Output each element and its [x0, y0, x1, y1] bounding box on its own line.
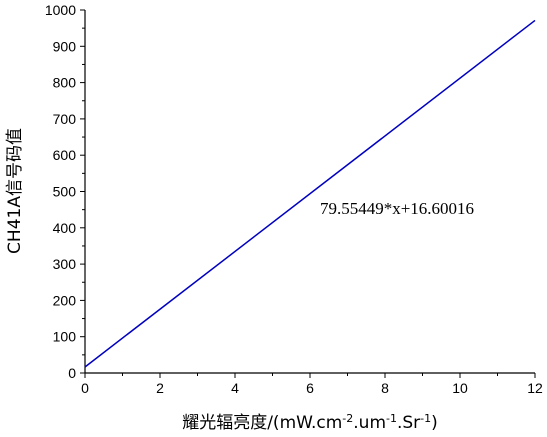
x-axis-title-part: .Sr [397, 413, 420, 433]
x-tick-label: 0 [81, 380, 89, 396]
y-tick-label: 0 [68, 365, 76, 381]
y-tick-label: 300 [53, 256, 77, 272]
data-line [84, 19, 536, 368]
x-axis-title-part: .um [353, 413, 386, 433]
x-axis-title-part: 耀光辐亮度/(mW.cm [182, 413, 342, 433]
y-tick-label: 700 [53, 111, 77, 127]
x-tick-label: 4 [231, 380, 239, 396]
x-axis-title-part: -2 [342, 412, 353, 425]
y-tick-label: 900 [53, 38, 77, 54]
y-tick-label: 200 [53, 292, 77, 308]
x-axis-title-part: -1 [420, 412, 431, 425]
x-tick-label: 12 [527, 380, 543, 396]
y-tick-label: 1000 [45, 2, 76, 18]
y-tick-label: 600 [53, 147, 77, 163]
y-tick-label: 400 [53, 220, 77, 236]
x-tick-label: 8 [381, 380, 389, 396]
y-axis-title: CH41A信号码值 [5, 128, 25, 254]
x-tick-label: 10 [452, 380, 468, 396]
y-tick-label: 800 [53, 75, 77, 91]
y-tick-label: 100 [53, 329, 77, 345]
y-tick-label: 500 [53, 184, 77, 200]
annotation: 79.55449*x+16.60016 [320, 199, 474, 218]
x-tick-label: 6 [306, 380, 314, 396]
x-axis-title-part: ) [431, 413, 438, 433]
x-axis-title: 耀光辐亮度/(mW.cm-2.um-1.Sr-1) [182, 412, 438, 434]
x-tick-label: 2 [156, 380, 164, 396]
x-axis-title-part: -1 [386, 412, 397, 425]
